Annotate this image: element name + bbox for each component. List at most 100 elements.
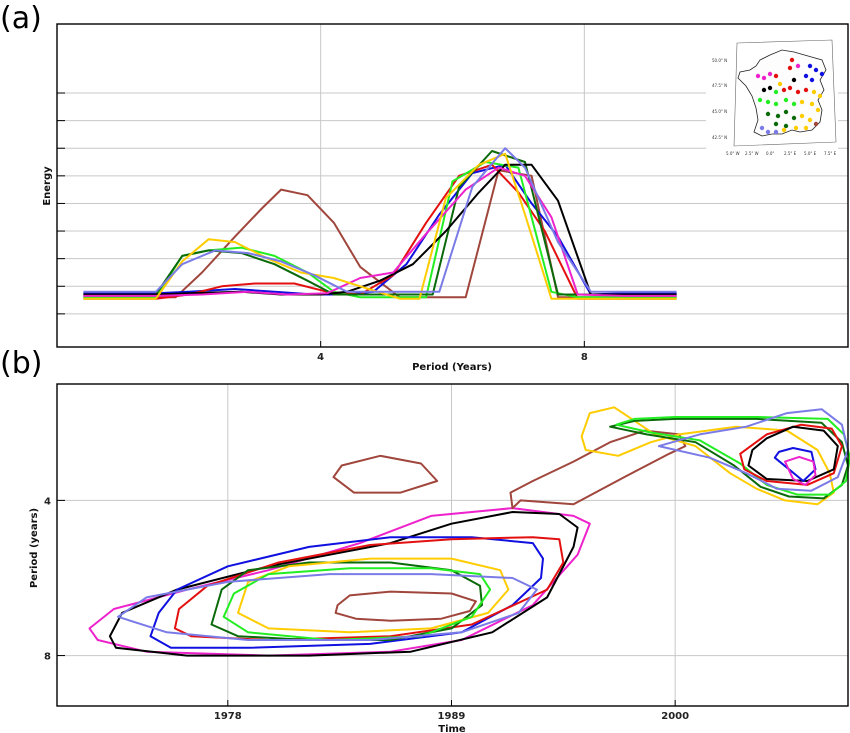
inset-map-station-dot <box>777 81 783 87</box>
panel-b-contours <box>88 406 850 657</box>
panel-b-x-tick-label: 2000 <box>661 711 689 722</box>
inset-map-station-dot <box>807 63 813 69</box>
panel-a-series-line-2 <box>83 163 677 296</box>
inset-map-station-dot <box>767 85 773 91</box>
inset-map-frame <box>733 39 837 147</box>
inset-map-station-dot <box>773 89 779 95</box>
panel-a-ylabel: Energy <box>42 166 53 206</box>
inset-map-station-dot <box>815 107 821 113</box>
inset-map-lon-tick: 5.0° E <box>804 151 817 156</box>
panel-b-ylabel: Period (years) <box>29 508 40 588</box>
panel-b-contour-17 <box>747 425 839 482</box>
inset-map-station-dot <box>803 125 809 131</box>
inset-map-station-dot <box>795 89 801 95</box>
panel-b-y-tick-label: 4 <box>44 496 51 507</box>
panel-b-contour-14 <box>615 416 850 496</box>
panel-b-y-tick-label: 8 <box>44 652 51 663</box>
inset-map-station-dot <box>791 115 797 121</box>
panel-b-contour-10 <box>332 454 439 494</box>
panel-b-contour-2 <box>108 511 579 657</box>
inset-map-station-dot <box>773 101 779 107</box>
panel-b-contour-6 <box>237 557 510 634</box>
panel-a-series-line-9 <box>83 147 677 293</box>
inset-map-station-dot <box>787 85 793 91</box>
panel-b-ticks: 1978 1989 2000 4 8 <box>44 496 689 722</box>
inset-map-lon-ticks: 5.0° W 2.5° W 0.0° 2.5° E 5.0° E 7.5° E <box>726 151 837 156</box>
inset-map-station-dot <box>767 71 773 77</box>
inset-map-station-dot <box>783 109 789 115</box>
inset-map-station-dot <box>773 121 779 127</box>
inset-map-station-dot <box>809 101 815 107</box>
inset-map-station-dot <box>789 57 795 63</box>
inset-map-station-dot <box>817 93 823 99</box>
panel-b-contour-12 <box>580 406 835 506</box>
inset-map-station-dot <box>761 75 767 81</box>
inset-map-station-dot <box>759 125 765 131</box>
inset-map-lat-tick: 47.5° N <box>712 83 727 88</box>
panel-a-series <box>83 147 677 300</box>
inset-map-station-dot <box>781 87 787 93</box>
inset-map-lon-tick: 0.0° <box>766 151 774 156</box>
inset-map-station-dot <box>809 77 815 83</box>
panel-b-x-tick-label: 1989 <box>438 711 466 722</box>
panel-b-grid <box>57 384 848 706</box>
inset-map-station-dot <box>813 67 819 73</box>
inset-map-station-dot <box>795 63 801 69</box>
inset-map-station-dot <box>799 113 805 119</box>
panel-a-x-tick-label: 4 <box>317 352 324 363</box>
inset-map-lon-tick: 5.0° W <box>726 151 740 156</box>
panel-a-series-line-8 <box>83 152 677 300</box>
inset-map-station-dot <box>765 129 771 135</box>
inset-map-station-dot <box>775 113 781 119</box>
inset-map-station-dot <box>755 73 761 79</box>
panel-b-letter: (b) <box>0 346 42 381</box>
panel-b-xlabel: Time <box>438 724 466 733</box>
inset-map-station-dot <box>773 129 779 135</box>
panel-b-contour-9 <box>334 590 477 622</box>
inset-map-station-dot <box>761 87 767 93</box>
inset-map-france: 50.0° N 47.5° N 45.0° N 42.5° N 5.0° W 2… <box>706 34 838 158</box>
inset-map-france-outline <box>737 49 827 137</box>
panel-a-xlabel: Period (Years) <box>412 362 492 373</box>
inset-map-lat-ticks: 50.0° N 47.5° N 45.0° N 42.5° N <box>712 58 727 140</box>
inset-map-station-dot <box>799 99 805 105</box>
inset-map-station-dot <box>783 123 789 129</box>
panel-a-series-line-3 <box>83 163 677 300</box>
panel-b-contour-8 <box>117 573 538 641</box>
panel-b-wavelet-contours: 1978 1989 2000 4 8 Time Period (years) <box>29 383 850 733</box>
panel-b-contour-7 <box>222 567 492 641</box>
inset-map-station-dot <box>787 65 793 71</box>
inset-map-lat-tick: 50.0° N <box>712 58 727 63</box>
inset-map-station-dot <box>765 111 771 117</box>
inset-map-station-dot <box>803 73 809 79</box>
inset-map-lon-tick: 7.5° E <box>824 151 837 156</box>
inset-map-lon-tick: 2.5° E <box>784 151 797 156</box>
inset-map-station-dot <box>773 73 779 79</box>
panel-a-letter: (a) <box>0 1 42 36</box>
inset-map-lon-tick: 2.5° W <box>745 151 759 156</box>
panel-b-contour-19 <box>784 455 817 486</box>
inset-map-station-dot <box>791 101 797 107</box>
panel-b-contour-16 <box>739 423 843 486</box>
inset-map-station-dot <box>791 77 797 83</box>
panel-b-contour-18 <box>773 447 817 482</box>
inset-map-station-dot <box>783 97 789 103</box>
inset-map-station-dot <box>811 89 817 95</box>
inset-map-lat-tick: 45.0° N <box>712 109 727 114</box>
inset-map-station-dot <box>765 99 771 105</box>
panel-a-x-tick-label: 8 <box>581 352 588 363</box>
panel-b-frame <box>56 383 849 707</box>
panel-b-contour-3 <box>149 536 544 649</box>
inset-map-station-dot <box>819 71 825 77</box>
inset-map-station-dot <box>781 127 787 133</box>
inset-map-lat-tick: 42.5° N <box>712 135 727 140</box>
panel-b-contour-11 <box>509 429 687 510</box>
inset-map-station-dot <box>813 121 819 127</box>
panel-a-frame <box>56 23 849 348</box>
panel-a-series-line-1 <box>83 169 677 299</box>
panel-b-contour-1 <box>88 507 591 657</box>
panel-b-x-tick-label: 1978 <box>214 711 242 722</box>
inset-map-station-dot <box>757 97 763 103</box>
